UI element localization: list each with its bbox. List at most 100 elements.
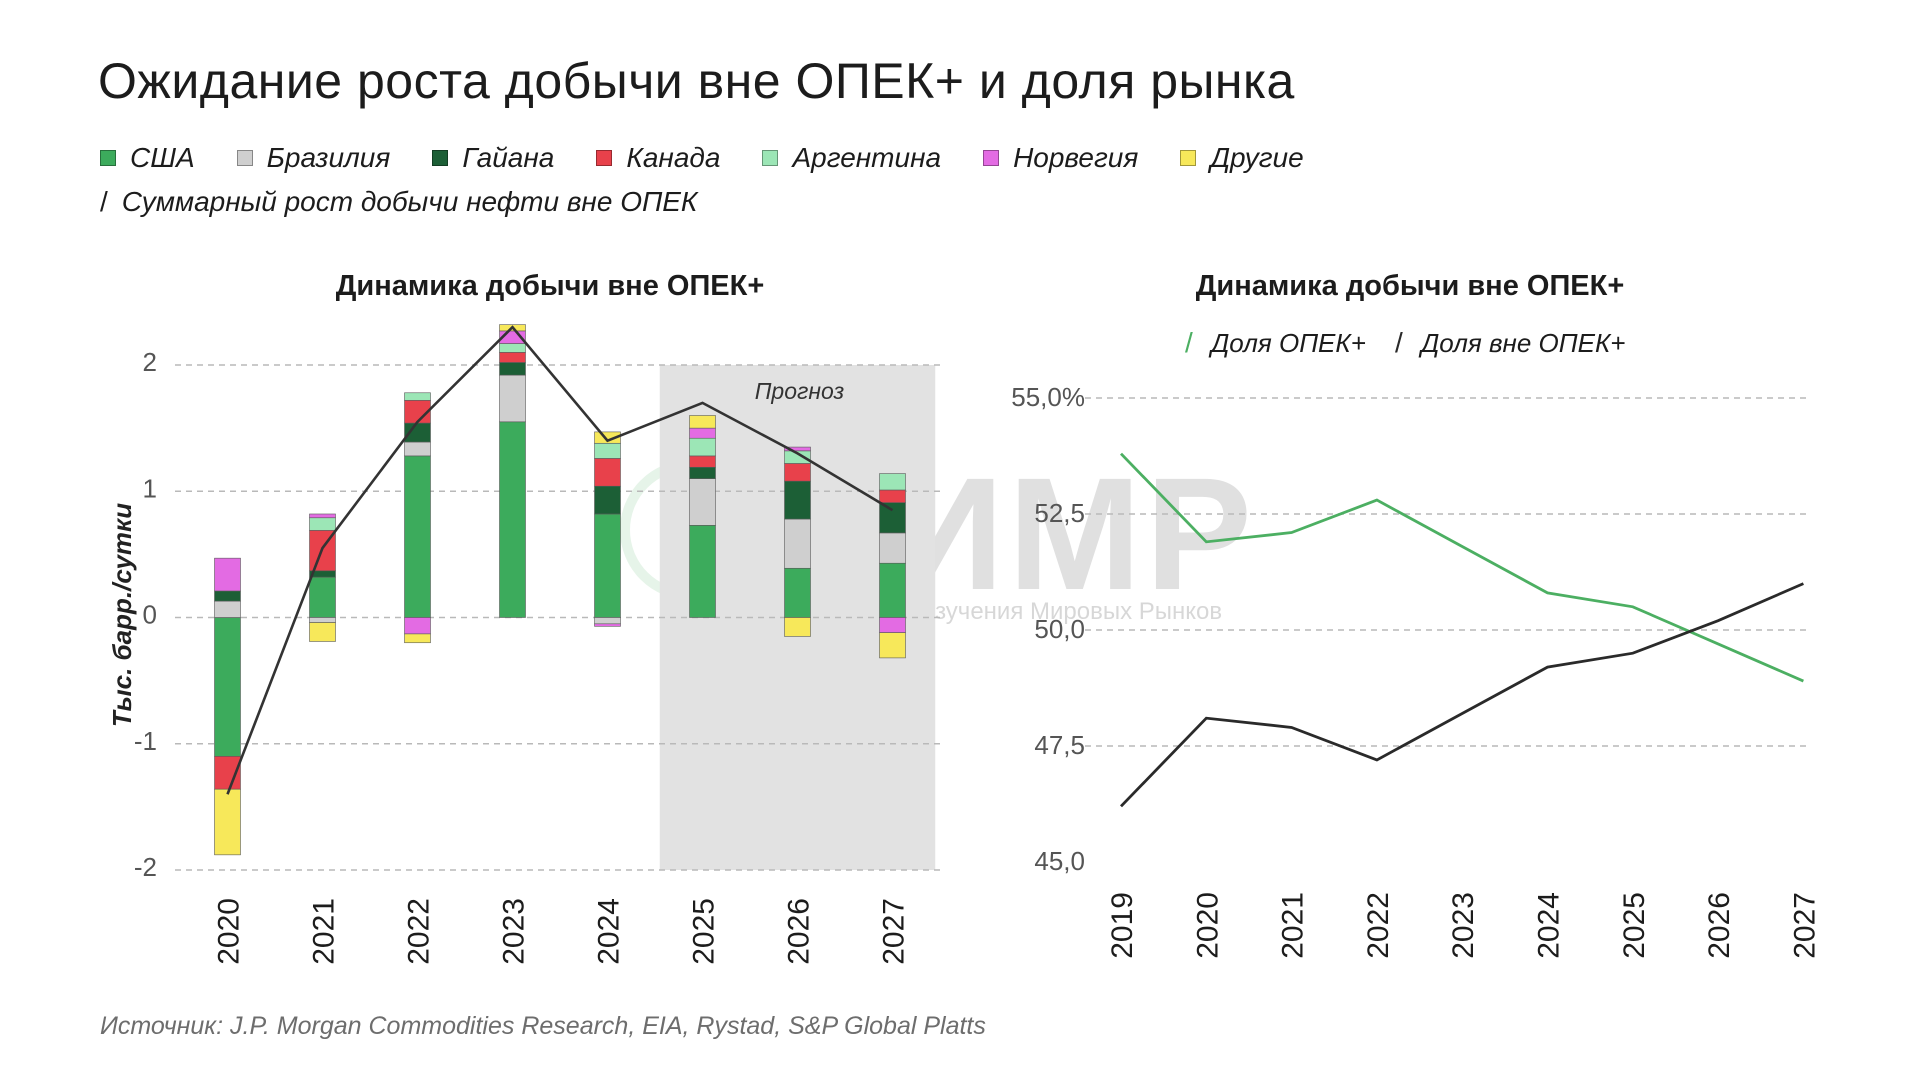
bar-segment bbox=[784, 463, 811, 482]
y-tick-label: 1 bbox=[143, 473, 157, 503]
legend-item-norway: Норвегия bbox=[983, 142, 1138, 174]
legend-item-others: Другие bbox=[1180, 142, 1304, 174]
series-legend-label: Доля вне ОПЕК+ bbox=[1418, 328, 1625, 358]
legend-item-brazil: Бразилия bbox=[236, 142, 390, 174]
bar-segment bbox=[499, 343, 526, 353]
bar-segment bbox=[404, 633, 431, 644]
bar-segment bbox=[594, 458, 621, 487]
x-tick-label: 2026 bbox=[783, 898, 816, 965]
x-tick-label: 2019 bbox=[1106, 892, 1139, 959]
bar-segment bbox=[404, 455, 431, 618]
y-tick-label: 0 bbox=[143, 600, 157, 630]
legend-swatch bbox=[432, 150, 449, 166]
total-growth-line bbox=[226, 325, 894, 795]
y-tick-label: 47,5 bbox=[1034, 730, 1085, 760]
bar-segment bbox=[879, 632, 906, 659]
bar-segment bbox=[879, 562, 906, 618]
bar-segment bbox=[689, 525, 716, 618]
legend-label: Норвегия bbox=[1013, 142, 1139, 173]
legend-item-argentina: Аргентина bbox=[762, 142, 941, 174]
bar-segment bbox=[499, 421, 526, 618]
x-tick-label: 2024 bbox=[593, 898, 626, 965]
bar-segment bbox=[594, 513, 621, 618]
chart-title: Динамика добычи вне ОПЕК+ bbox=[1196, 270, 1625, 302]
page-title: Ожидание роста добычи вне ОПЕК+ и доля р… bbox=[98, 53, 1295, 109]
bar-segment bbox=[214, 590, 241, 602]
bar-segment bbox=[689, 427, 716, 439]
legend-line-row: / Суммарный рост добычи нефти вне ОПЕК bbox=[100, 186, 697, 218]
bar-segment bbox=[879, 502, 906, 534]
x-tick-label: 2020 bbox=[213, 898, 246, 965]
bar-segment bbox=[404, 392, 431, 401]
series-marker-icon: / bbox=[1185, 327, 1193, 358]
x-tick-label: 2021 bbox=[1277, 892, 1310, 959]
x-tick-label: 2025 bbox=[1618, 892, 1651, 959]
y-tick-label: 55,0% bbox=[1011, 382, 1085, 412]
legend-label: Другие bbox=[1210, 142, 1304, 173]
bar-segment bbox=[689, 478, 716, 526]
bar-segment bbox=[499, 362, 526, 376]
x-tick-label: 2025 bbox=[688, 898, 721, 965]
bar-segment bbox=[784, 518, 811, 569]
y-axis-label: Тыс. барр./сутки bbox=[107, 503, 137, 727]
bar-segment bbox=[594, 623, 621, 627]
share-line bbox=[1119, 582, 1804, 808]
legend-item-guyana: Гайана bbox=[432, 142, 554, 174]
legend-item-canada: Канада bbox=[596, 142, 720, 174]
share-line bbox=[1119, 452, 1804, 683]
chart-title: Динамика добычи вне ОПЕК+ bbox=[336, 270, 765, 302]
bar-segment bbox=[879, 532, 906, 564]
legend-label: Канада bbox=[626, 142, 721, 173]
y-tick-label: -2 bbox=[134, 852, 157, 882]
y-tick-label: 2 bbox=[143, 347, 157, 377]
source-note: Источник: J.P. Morgan Commodities Resear… bbox=[100, 1012, 986, 1040]
legend-swatch bbox=[596, 150, 613, 166]
y-tick-label: -1 bbox=[134, 726, 157, 756]
bar-segment bbox=[689, 415, 716, 429]
bar-segment bbox=[689, 455, 716, 468]
legend-swatch bbox=[762, 150, 779, 166]
bar-segment bbox=[214, 788, 241, 856]
x-tick-label: 2021 bbox=[308, 898, 341, 965]
legend-swatch bbox=[100, 150, 116, 166]
bar-segment bbox=[594, 485, 621, 515]
bar-segment bbox=[879, 473, 906, 491]
x-tick-label: 2027 bbox=[878, 898, 911, 965]
y-tick-label: 50,0 bbox=[1034, 614, 1085, 644]
bar-segment bbox=[594, 617, 621, 625]
bar-segment bbox=[309, 517, 336, 531]
series-marker-icon: / bbox=[1395, 327, 1403, 358]
legend-swatch bbox=[1180, 150, 1197, 166]
x-tick-label: 2027 bbox=[1788, 892, 1821, 959]
x-tick-label: 2022 bbox=[1362, 892, 1395, 959]
legend-label: Гайана bbox=[462, 142, 555, 173]
x-tick-label: 2020 bbox=[1191, 892, 1224, 959]
bar-segment bbox=[309, 576, 336, 618]
legend-label: Аргентина bbox=[792, 142, 942, 173]
legend-swatch bbox=[236, 150, 253, 166]
x-tick-label: 2023 bbox=[498, 898, 531, 965]
legend-item-usa: США bbox=[100, 142, 195, 174]
bar-segment bbox=[784, 480, 811, 520]
bar-segment bbox=[214, 617, 241, 757]
bar-segment bbox=[879, 489, 906, 503]
legend-swatch bbox=[983, 150, 1000, 166]
line-marker-icon: / bbox=[100, 186, 108, 217]
series-legend-label: Доля ОПЕК+ bbox=[1208, 328, 1366, 358]
bar-segment bbox=[879, 617, 906, 633]
bar-segment bbox=[309, 617, 336, 623]
forecast-label: Прогноз bbox=[755, 378, 845, 404]
legend-line-label: Суммарный рост добычи нефти вне ОПЕК bbox=[121, 186, 698, 217]
bar-segment bbox=[499, 374, 526, 423]
bar-segment bbox=[689, 437, 716, 457]
bar-segment bbox=[404, 441, 431, 457]
x-tick-label: 2022 bbox=[403, 898, 436, 965]
bar-segment bbox=[784, 617, 811, 637]
x-tick-label: 2023 bbox=[1447, 892, 1480, 959]
y-tick-label: 52,5 bbox=[1034, 498, 1085, 528]
x-tick-label: 2024 bbox=[1533, 892, 1566, 959]
bar-segment bbox=[214, 600, 241, 618]
x-tick-label: 2026 bbox=[1703, 892, 1736, 959]
bar-segment bbox=[309, 622, 336, 642]
